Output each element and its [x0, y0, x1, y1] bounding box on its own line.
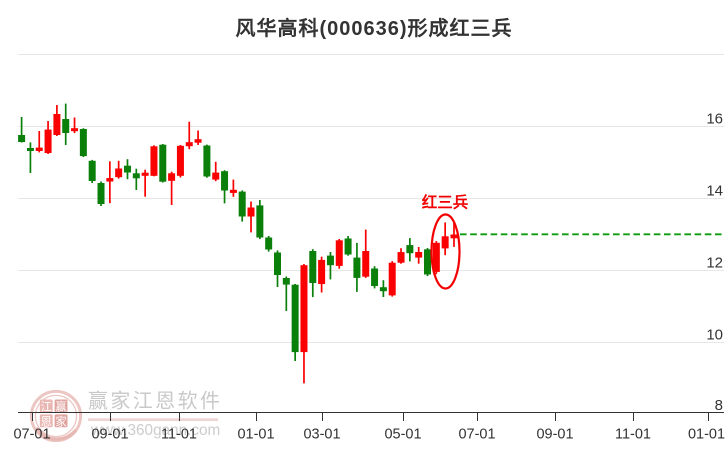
svg-text:10: 10	[706, 327, 723, 344]
svg-text:01-01: 01-01	[237, 426, 274, 442]
svg-text:03-01: 03-01	[303, 426, 340, 442]
svg-text:赢: 赢	[55, 400, 66, 414]
svg-text:01-01: 01-01	[688, 426, 725, 442]
svg-text:14: 14	[706, 183, 723, 200]
svg-text:风华高科(000636)形成红三兵: 风华高科(000636)形成红三兵	[235, 16, 512, 40]
svg-text:16: 16	[706, 111, 723, 128]
svg-text:www.360gann.com: www.360gann.com	[90, 422, 220, 439]
svg-text:05-01: 05-01	[384, 426, 421, 442]
svg-text:12: 12	[706, 255, 723, 272]
svg-text:07-01: 07-01	[458, 426, 495, 442]
svg-text:红三兵: 红三兵	[422, 193, 469, 212]
svg-text:8: 8	[715, 397, 723, 414]
svg-text:恩: 恩	[41, 416, 52, 429]
svg-text:07-01: 07-01	[13, 426, 50, 442]
svg-text:赢家江恩软件: 赢家江恩软件	[88, 389, 222, 412]
svg-text:11-01: 11-01	[161, 426, 197, 442]
svg-text:11-01: 11-01	[615, 426, 651, 442]
svg-text:09-01: 09-01	[91, 426, 128, 442]
svg-text:09-01: 09-01	[536, 426, 573, 442]
svg-text:江: 江	[41, 401, 52, 414]
svg-text:家: 家	[55, 415, 66, 429]
